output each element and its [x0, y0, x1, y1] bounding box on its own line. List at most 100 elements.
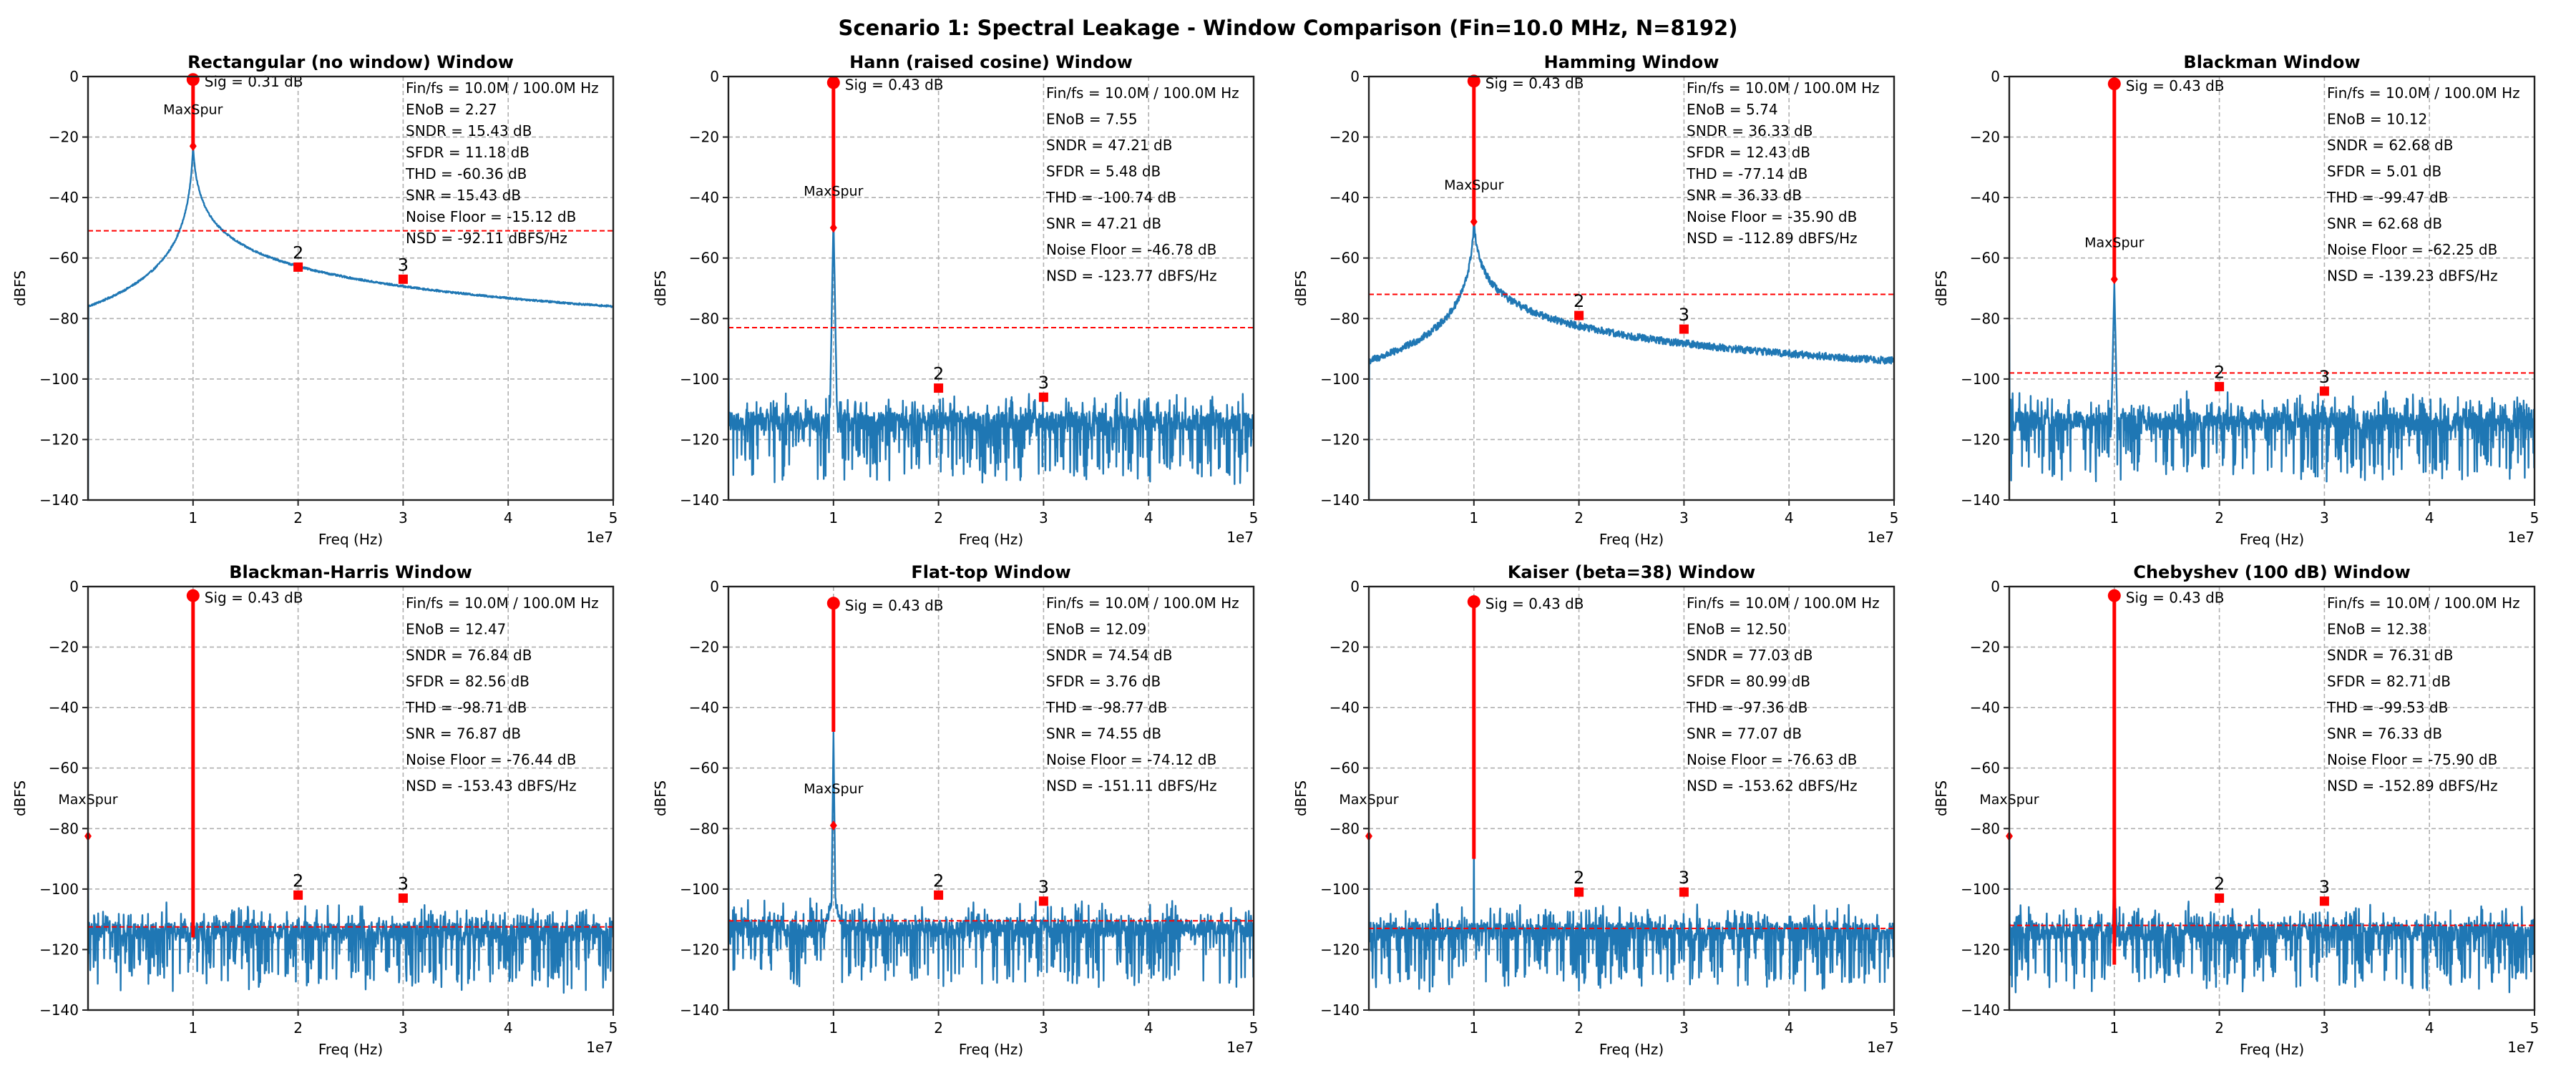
- metric-text: Fin/fs = 10.0M / 100.0M Hz: [406, 79, 599, 97]
- harmonic-3-label: 3: [398, 255, 409, 275]
- y-tick-label: 0: [69, 68, 79, 85]
- y-tick-label: −100: [39, 371, 79, 388]
- metric-text: THD = -100.74 dB: [1045, 189, 1176, 206]
- y-tick-label: −140: [39, 491, 79, 509]
- x-axis-label: Freq (Hz): [318, 531, 383, 548]
- y-tick-label: −140: [39, 1001, 79, 1019]
- y-tick-label: −120: [1320, 431, 1360, 448]
- metric-text: SNR = 77.07 dB: [1687, 725, 1802, 743]
- max-spur-label: MaxSpur: [804, 781, 863, 797]
- spectrum-line: [88, 144, 613, 500]
- metric-text: Fin/fs = 10.0M / 100.0M Hz: [1687, 594, 1880, 612]
- y-tick-label: −20: [49, 129, 79, 146]
- panel-title: Flat-top Window: [911, 562, 1070, 582]
- signal-label: Sig = 0.43 dB: [2126, 77, 2225, 94]
- metric-text: THD = -97.36 dB: [1686, 699, 1807, 716]
- plot-area: [88, 79, 613, 500]
- x-tick-label: 1: [1469, 509, 1478, 526]
- y-tick-label: −100: [1961, 371, 2000, 388]
- metric-text: Noise Floor = -74.12 dB: [1046, 751, 1216, 768]
- x-tick-label: 1: [1469, 1019, 1478, 1037]
- y-axis-label: dBFS: [11, 780, 29, 816]
- y-tick-label: −80: [1970, 820, 2000, 837]
- harmonic-2-marker: [293, 890, 303, 900]
- y-tick-label: −40: [1330, 699, 1360, 716]
- harmonic-2-label: 2: [1574, 868, 1584, 888]
- x-offset-label: 1e7: [2507, 529, 2534, 546]
- x-offset-label: 1e7: [2507, 1039, 2534, 1056]
- y-axis-label: dBFS: [1292, 270, 1309, 306]
- y-tick-label: −60: [689, 250, 719, 267]
- metric-text: THD = -98.77 dB: [1045, 699, 1167, 716]
- y-tick-label: −120: [1320, 941, 1360, 958]
- max-spur-label: MaxSpur: [163, 102, 223, 117]
- metric-text: THD = -60.36 dB: [405, 165, 527, 182]
- panel-3: Sig = 0.43 dB MaxSpur 2 3 Fin/fs = 10.0M / 1…: [1933, 52, 2539, 548]
- max-spur-label: MaxSpur: [2084, 235, 2144, 250]
- metric-text: THD = -99.47 dB: [2326, 189, 2448, 206]
- y-tick-label: 0: [710, 68, 719, 85]
- signal-label: Sig = 0.43 dB: [1485, 595, 1584, 612]
- panel-title: Hamming Window: [1544, 52, 1719, 72]
- harmonic-3-label: 3: [1038, 877, 1049, 897]
- x-tick-label: 2: [2215, 1019, 2224, 1037]
- metric-text: NSD = -123.77 dBFS/Hz: [1046, 268, 1217, 285]
- metric-text: SFDR = 5.01 dB: [2327, 163, 2441, 180]
- plot-area: [2009, 595, 2534, 994]
- y-tick-label: −60: [1330, 760, 1360, 777]
- x-tick-label: 1: [829, 509, 838, 526]
- plot-area: [728, 82, 1254, 485]
- metric-text: NSD = -153.43 dBFS/Hz: [406, 778, 577, 795]
- metric-text: NSD = -139.23 dBFS/Hz: [2327, 268, 2498, 285]
- y-tick-label: −80: [1330, 310, 1360, 327]
- x-tick-label: 3: [2320, 509, 2329, 526]
- x-axis-label: Freq (Hz): [959, 531, 1023, 548]
- y-axis-label: dBFS: [11, 270, 29, 306]
- x-tick-label: 3: [1039, 1019, 1048, 1037]
- y-tick-label: −100: [680, 881, 719, 898]
- metric-text: Noise Floor = -15.12 dB: [406, 208, 576, 225]
- x-tick-label: 5: [1890, 509, 1899, 526]
- axes-frame: [727, 585, 1255, 1011]
- y-tick-label: −80: [1330, 820, 1360, 837]
- x-tick-label: 5: [1249, 1019, 1259, 1037]
- metric-text: SNDR = 15.43 dB: [406, 122, 532, 139]
- panel-1: Sig = 0.43 dB MaxSpur 2 3 Fin/fs = 10.0M / 1…: [652, 52, 1258, 548]
- x-tick-label: 4: [1785, 1019, 1794, 1037]
- y-tick-label: −100: [39, 881, 79, 898]
- y-tick-label: −140: [680, 491, 719, 509]
- metric-text: SNDR = 77.03 dB: [1687, 647, 1813, 664]
- figure-suptitle: Scenario 1: Spectral Leakage - Window Co…: [838, 16, 1738, 40]
- axes-frame: [1367, 585, 1896, 1011]
- x-tick-label: 3: [1679, 509, 1689, 526]
- harmonic-2-marker: [2215, 381, 2225, 391]
- x-tick-label: 3: [399, 1019, 408, 1037]
- metric-text: Fin/fs = 10.0M / 100.0M Hz: [2327, 594, 2520, 612]
- harmonic-2-marker: [1574, 887, 1584, 897]
- signal-label: Sig = 0.43 dB: [845, 597, 944, 614]
- x-offset-label: 1e7: [1226, 1039, 1254, 1056]
- y-tick-label: −80: [689, 820, 719, 837]
- y-tick-label: −20: [1970, 129, 2000, 146]
- harmonic-3-marker: [2319, 896, 2329, 906]
- y-tick-label: −60: [49, 760, 79, 777]
- x-offset-label: 1e7: [1867, 1039, 1894, 1056]
- x-tick-label: 2: [934, 509, 943, 526]
- metric-text: SNR = 62.68 dB: [2327, 215, 2442, 232]
- panel-title: Blackman-Harris Window: [229, 562, 472, 582]
- spectrum-line: [2009, 834, 2534, 994]
- metric-text: ENoB = 12.09: [1046, 621, 1146, 638]
- metric-text: SNDR = 76.31 dB: [2327, 647, 2453, 664]
- max-spur-label: MaxSpur: [804, 183, 863, 199]
- y-tick-label: −100: [1320, 371, 1360, 388]
- y-tick-label: −20: [1330, 639, 1360, 656]
- spectrum-line: [728, 215, 1254, 485]
- y-tick-label: 0: [1991, 68, 2000, 85]
- metric-text: SFDR = 11.18 dB: [406, 144, 530, 161]
- metric-text: SNR = 47.21 dB: [1046, 215, 1161, 232]
- spectrum-line: [1369, 831, 1894, 993]
